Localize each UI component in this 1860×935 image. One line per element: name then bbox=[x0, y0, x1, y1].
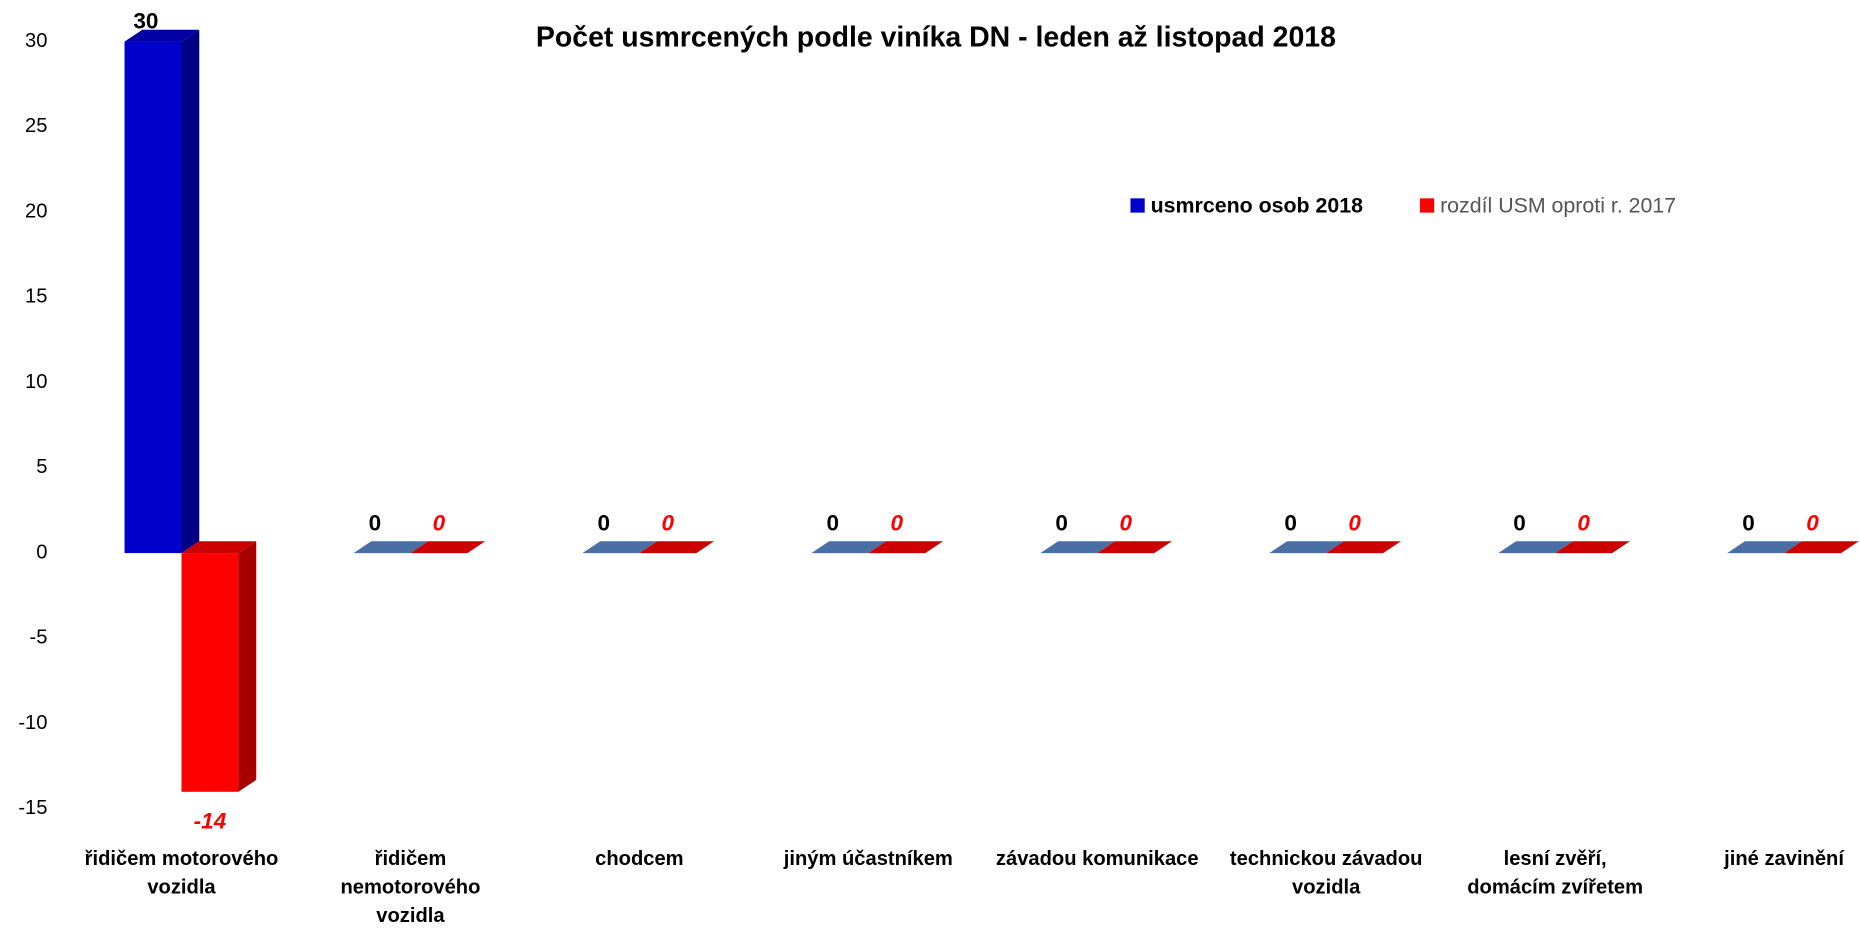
bar bbox=[1269, 541, 1344, 554]
data-label: 0 bbox=[433, 511, 446, 536]
data-label: 0 bbox=[1284, 511, 1297, 536]
bar-top bbox=[1097, 541, 1172, 554]
bar-top bbox=[1727, 541, 1802, 554]
bar-top bbox=[1555, 541, 1630, 554]
bar-front bbox=[181, 553, 239, 792]
data-label: 0 bbox=[1577, 511, 1590, 536]
bar-top bbox=[1040, 541, 1116, 554]
bar bbox=[1784, 541, 1859, 554]
data-label: 0 bbox=[891, 511, 904, 536]
bar bbox=[1555, 541, 1630, 554]
bar bbox=[410, 541, 486, 554]
y-tick-label: 10 bbox=[25, 371, 47, 393]
data-label: 0 bbox=[826, 511, 839, 536]
legend-swatch bbox=[1130, 198, 1145, 213]
bar bbox=[353, 541, 429, 554]
data-label: 30 bbox=[133, 9, 158, 34]
bar-top bbox=[181, 541, 257, 554]
y-tick-label: 30 bbox=[25, 30, 47, 52]
bar-side bbox=[238, 541, 257, 792]
data-label: 0 bbox=[1348, 511, 1361, 536]
legend-swatch bbox=[1419, 198, 1435, 213]
data-label: 0 bbox=[1055, 511, 1068, 536]
y-tick-label: 15 bbox=[25, 286, 47, 308]
y-tick-label: -5 bbox=[30, 627, 48, 649]
bar-top bbox=[124, 29, 200, 42]
bar bbox=[124, 29, 200, 554]
y-tick-label: -15 bbox=[18, 797, 47, 819]
bar-top bbox=[1326, 541, 1401, 554]
data-label: 0 bbox=[369, 511, 382, 536]
data-label: 0 bbox=[1119, 511, 1132, 536]
y-tick-label: 20 bbox=[25, 200, 47, 222]
y-tick-label: 25 bbox=[25, 115, 47, 137]
x-tick-label: chodcem bbox=[595, 848, 683, 870]
x-tick-label: jiné zavinění bbox=[1723, 848, 1845, 870]
y-tick-label: 0 bbox=[36, 541, 47, 563]
bar-top bbox=[868, 541, 944, 554]
data-label: 0 bbox=[1806, 511, 1819, 536]
bar bbox=[1040, 541, 1116, 554]
x-tick-label: závadou komunikace bbox=[996, 848, 1199, 870]
y-tick-label: -10 bbox=[18, 712, 47, 734]
bar bbox=[582, 541, 658, 554]
data-label: 0 bbox=[662, 511, 675, 536]
bar bbox=[1326, 541, 1401, 554]
bar bbox=[1498, 541, 1573, 554]
bar-top bbox=[582, 541, 658, 554]
bar-top bbox=[811, 541, 887, 554]
y-tick-label: 5 bbox=[36, 456, 47, 478]
bar-front bbox=[124, 41, 182, 554]
bar-top bbox=[1269, 541, 1344, 554]
bar bbox=[639, 541, 715, 554]
x-tick-label: technickou závadou vozidla bbox=[1230, 848, 1423, 899]
x-tick-label: řidičem nemotorového vozidla bbox=[340, 848, 480, 927]
bar-top bbox=[353, 541, 429, 554]
data-label: -14 bbox=[194, 809, 227, 834]
bar-top bbox=[1498, 541, 1573, 554]
bar bbox=[868, 541, 944, 554]
legend-label: usmrceno osob 2018 bbox=[1151, 193, 1363, 217]
data-label: 0 bbox=[1513, 511, 1526, 536]
bar-top bbox=[639, 541, 715, 554]
x-tick-label: řidičem motorového vozidla bbox=[85, 848, 279, 899]
bar-side bbox=[181, 29, 200, 554]
data-label: 0 bbox=[1742, 511, 1755, 536]
legend-label: rozdíl USM oproti r. 2017 bbox=[1440, 193, 1676, 217]
x-tick-label: lesní zvěří, domácím zvířetem bbox=[1467, 848, 1643, 899]
bar-top bbox=[410, 541, 486, 554]
bar bbox=[181, 541, 257, 792]
bar-top bbox=[1784, 541, 1859, 554]
chart-title: Počet usmrcených podle viníka DN - leden… bbox=[536, 22, 1336, 54]
data-label: 0 bbox=[598, 511, 611, 536]
bar bbox=[1097, 541, 1172, 554]
bar bbox=[1727, 541, 1802, 554]
bar bbox=[811, 541, 887, 554]
x-tick-label: jiným účastníkem bbox=[783, 848, 953, 870]
